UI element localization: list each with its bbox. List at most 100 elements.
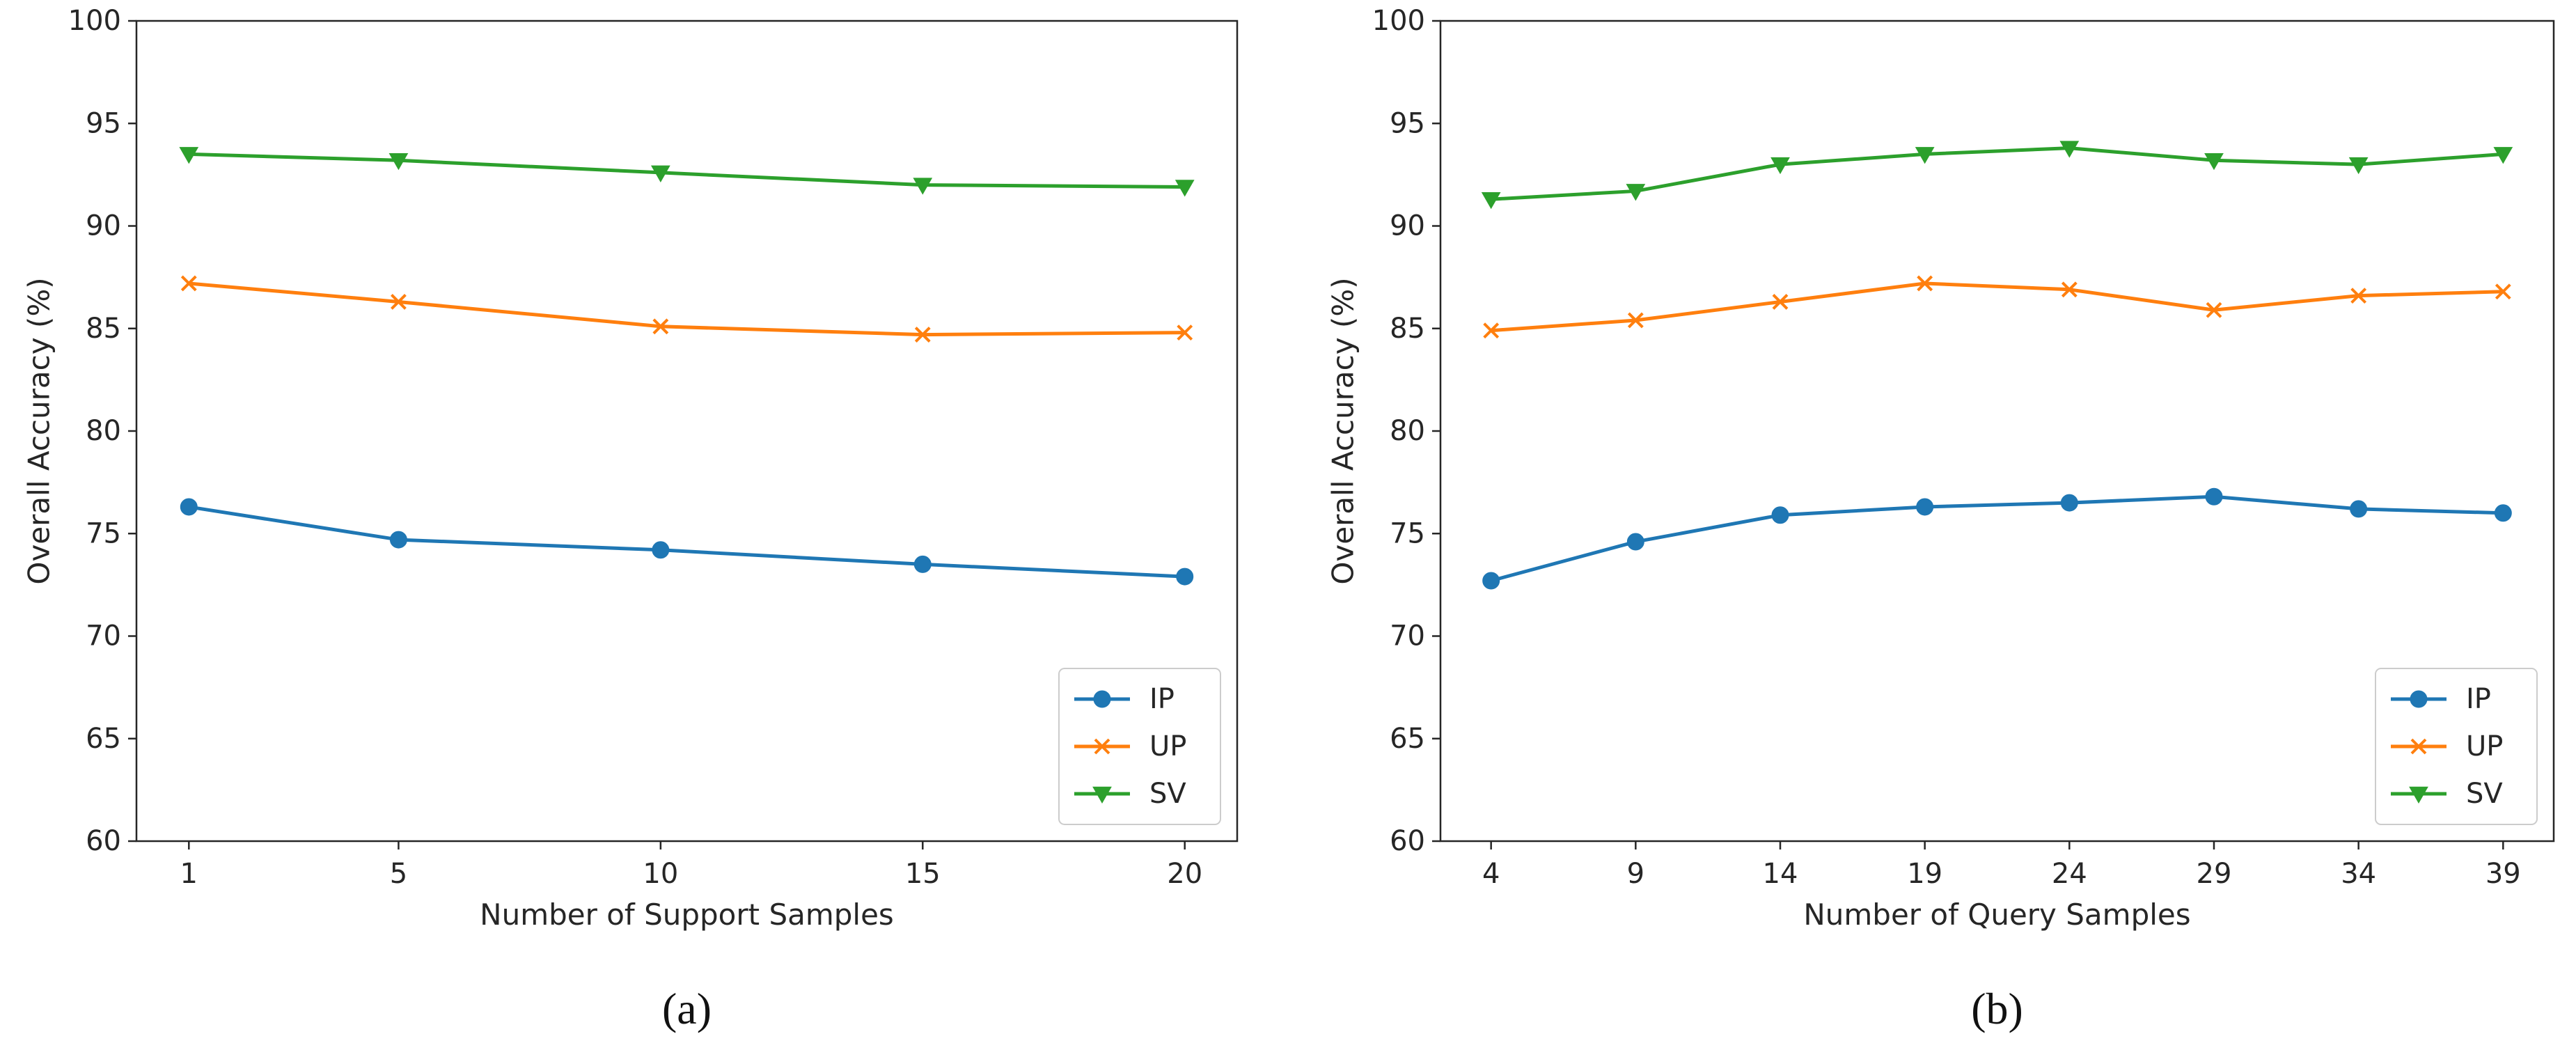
x-tick-label-b-39: 39 — [2485, 858, 2521, 890]
data-point-b-sv-39 — [2493, 147, 2513, 164]
data-point-b-up-9 — [1627, 312, 1644, 329]
y-tick-label-b-90: 90 — [1390, 210, 1425, 242]
y-tick-label-a-70: 70 — [86, 620, 121, 652]
series-b-up — [1483, 275, 2511, 339]
x-tick-label-a-5: 5 — [390, 858, 407, 890]
data-point-a-sv-20 — [1175, 180, 1195, 197]
legend-label-a-up: UP — [1149, 730, 1186, 762]
x-tick-label-b-34: 34 — [2341, 858, 2376, 890]
y-tick-label-a-80: 80 — [86, 415, 121, 447]
series-b-sv — [1481, 141, 2513, 210]
data-point-b-up-39 — [2495, 283, 2511, 300]
data-point-a-ip-1 — [180, 498, 198, 516]
data-point-a-ip-15 — [913, 555, 932, 573]
legend-label-b-ip: IP — [2466, 683, 2491, 715]
data-point-b-sv-29 — [2204, 153, 2224, 171]
series-line-b-ip — [1491, 494, 2504, 583]
data-point-a-ip-5 — [389, 531, 407, 549]
legend-entry-a-up: UP — [1074, 730, 1186, 762]
legend-entry-a-sv: SV — [1074, 778, 1186, 810]
data-point-a-up-20 — [1177, 324, 1193, 341]
y-axis-title-a: Overall Accuracy (%) — [22, 277, 56, 584]
x-tick-label-b-14: 14 — [1763, 858, 1798, 890]
data-point-b-up-34 — [2350, 288, 2367, 304]
legend-entry-b-up: UP — [2391, 730, 2503, 762]
data-point-b-up-4 — [1483, 322, 1500, 339]
y-tick-label-a-75: 75 — [86, 517, 121, 549]
y-tick-label-a-95: 95 — [86, 107, 121, 139]
x-tick-label-b-19: 19 — [1907, 858, 1942, 890]
data-point-a-sv-15 — [913, 178, 933, 195]
data-point-b-ip-9 — [1626, 533, 1644, 551]
x-tick-label-b-4: 4 — [1482, 858, 1500, 890]
x-tick-label-b-29: 29 — [2197, 858, 2232, 890]
series-b-ip — [1482, 487, 2512, 590]
caption-b: (b) — [1971, 984, 2023, 1033]
series-line-b-sv — [1491, 146, 2504, 201]
y-tick-label-b-65: 65 — [1390, 723, 1425, 755]
x-tick-label-a-10: 10 — [643, 858, 678, 890]
legend-marker-a-up — [1094, 738, 1110, 755]
y-tick-label-a-100: 100 — [68, 5, 121, 37]
y-tick-label-b-95: 95 — [1390, 107, 1425, 139]
y-tick-label-b-75: 75 — [1390, 517, 1425, 549]
legend-marker-b-sv — [2409, 786, 2428, 804]
data-point-a-up-1 — [180, 275, 197, 292]
y-tick-label-a-90: 90 — [86, 210, 121, 242]
legend-label-b-up: UP — [2466, 730, 2503, 762]
data-point-a-sv-10 — [650, 165, 670, 182]
data-point-a-sv-1 — [179, 147, 199, 164]
data-point-b-ip-34 — [2350, 500, 2368, 518]
series-line-b-up — [1491, 281, 2504, 333]
data-point-b-up-14 — [1772, 294, 1789, 310]
data-point-a-ip-10 — [652, 541, 670, 559]
series-a-up — [180, 275, 1193, 343]
data-point-a-sv-5 — [388, 153, 409, 171]
legend-marker-b-up — [2410, 738, 2427, 755]
data-point-b-ip-14 — [1771, 506, 1789, 524]
data-point-a-up-10 — [652, 318, 669, 335]
y-tick-label-b-60: 60 — [1390, 825, 1425, 857]
data-point-b-ip-29 — [2205, 487, 2223, 506]
series-a-ip — [180, 498, 1194, 586]
legend-box-a — [1058, 668, 1221, 825]
x-tick-label-a-15: 15 — [905, 858, 941, 890]
data-point-b-sv-9 — [1626, 184, 1646, 201]
data-point-b-sv-19 — [1915, 147, 1935, 164]
data-point-b-ip-24 — [2060, 494, 2078, 512]
x-tick-label-a-20: 20 — [1167, 858, 1202, 890]
y-tick-label-a-85: 85 — [86, 313, 121, 345]
legend-label-a-ip: IP — [1149, 683, 1175, 715]
legend-entry-a-ip: IP — [1074, 683, 1175, 715]
chart-panel-b: 60 65 70 75 80 85 90 95 100 4 9 14 19 24 29 34 39 Number … — [1326, 5, 2555, 1033]
data-point-a-up-5 — [391, 294, 407, 310]
x-axis-title-a: Number of Support Samples — [480, 898, 894, 932]
data-point-b-up-19 — [1917, 275, 1933, 292]
data-point-b-up-29 — [2206, 302, 2222, 318]
legend-label-b-sv: SV — [2466, 778, 2503, 810]
legend-entry-b-ip: IP — [2391, 683, 2491, 715]
legend-entry-b-sv: SV — [2391, 778, 2503, 810]
y-tick-label-a-60: 60 — [86, 825, 121, 857]
data-point-b-up-24 — [2061, 281, 2078, 298]
legend-b: IP UP SV — [2375, 668, 2538, 825]
x-axis-title-b: Number of Query Samples — [1803, 898, 2190, 932]
y-tick-label-b-70: 70 — [1390, 620, 1425, 652]
y-axis-title-b: Overall Accuracy (%) — [1326, 277, 1360, 584]
data-point-b-ip-39 — [2494, 504, 2512, 522]
data-point-b-sv-14 — [1770, 157, 1790, 175]
data-point-b-sv-4 — [1481, 191, 1501, 210]
y-tick-label-b-100: 100 — [1372, 5, 1425, 37]
legend-marker-a-ip — [1093, 690, 1111, 708]
data-point-a-up-15 — [914, 327, 931, 343]
x-tick-label-b-9: 9 — [1627, 858, 1644, 890]
legend-a: IP UP SV — [1058, 668, 1221, 825]
data-point-b-ip-19 — [1916, 498, 1934, 516]
caption-a: (a) — [662, 984, 712, 1033]
data-point-a-ip-20 — [1176, 567, 1194, 586]
y-tick-label-b-85: 85 — [1390, 313, 1425, 345]
legend-box-b — [2375, 668, 2538, 825]
